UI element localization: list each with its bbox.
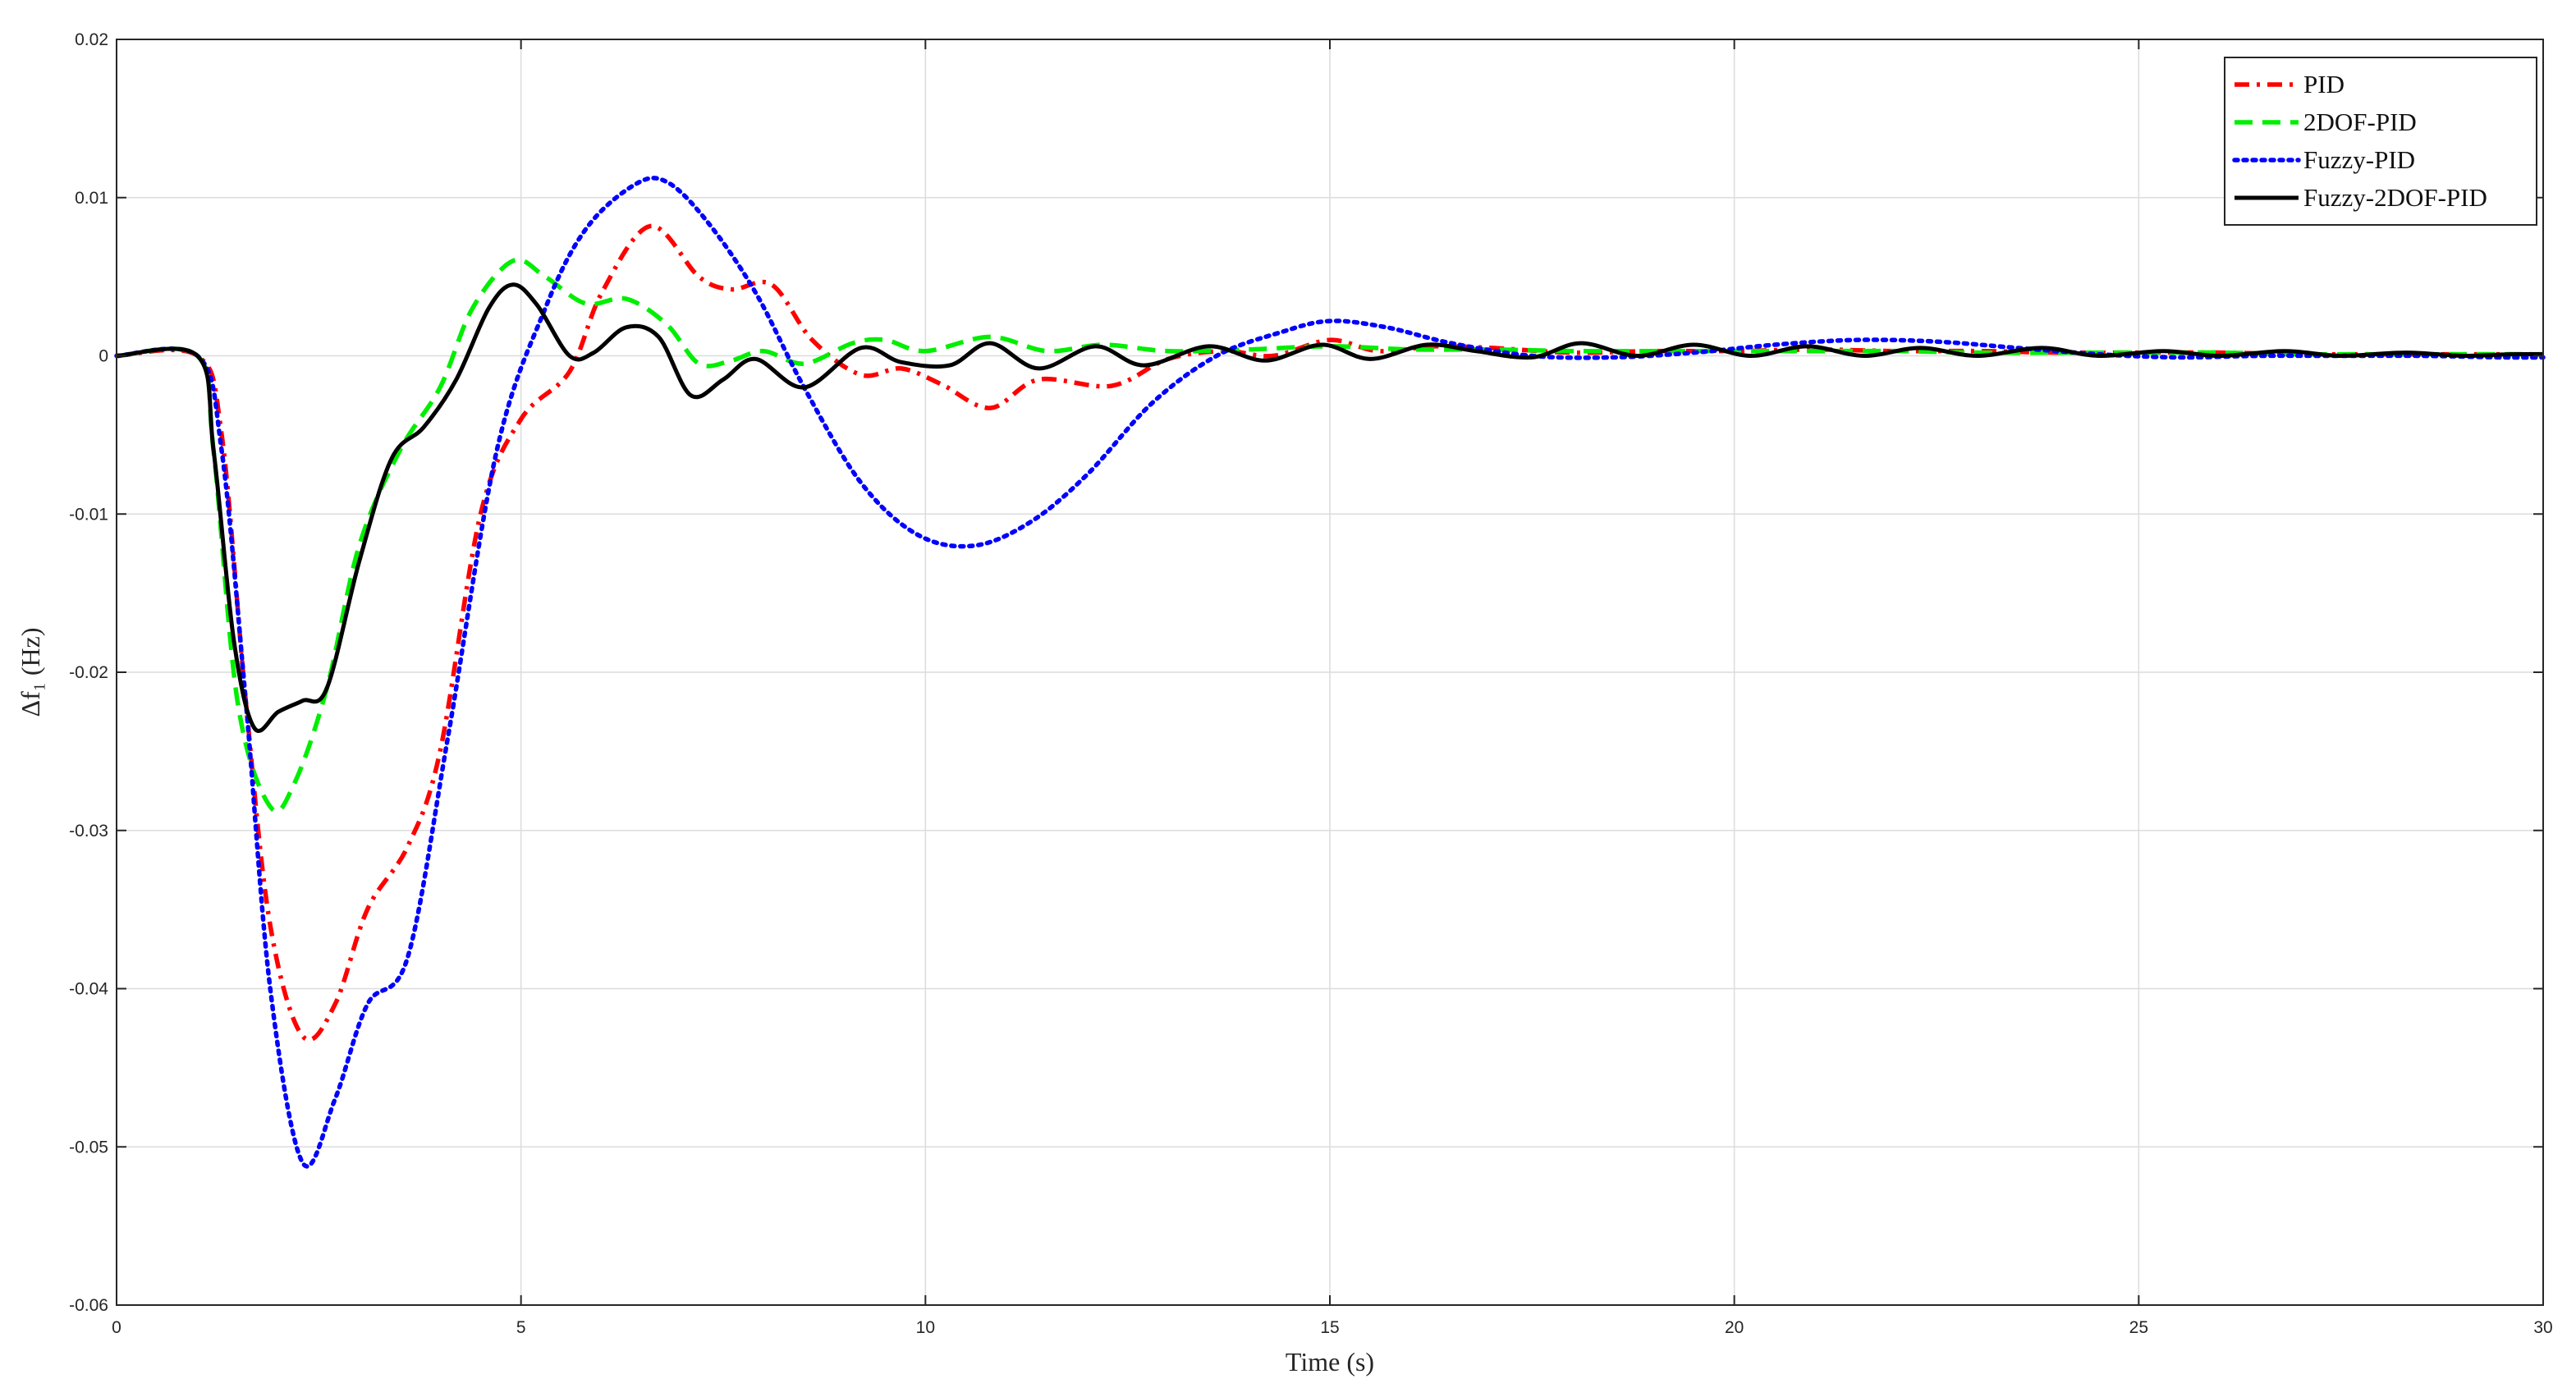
series-layer <box>114 176 2546 1169</box>
x-tick-label: 5 <box>516 1318 526 1337</box>
y-tick-label: -0.01 <box>69 505 108 524</box>
legend: PID 2DOF-PID Fuzzy-PID Fuzzy-2DOF-PID <box>2224 57 2537 226</box>
legend-label: Fuzzy-2DOF-PID <box>2303 183 2487 212</box>
y-tick-label: -0.02 <box>69 663 108 682</box>
x-axis-label: Time (s) <box>1286 1347 1374 1376</box>
x-tick-label: 15 <box>1320 1318 1339 1337</box>
legend-label: Fuzzy-PID <box>2303 145 2415 174</box>
y-tick-label: 0.01 <box>75 189 108 208</box>
x-tick-label: 20 <box>1725 1318 1744 1337</box>
y-tick-label: -0.06 <box>69 1296 108 1315</box>
y-tick-label: 0 <box>99 347 108 366</box>
series-line-fuzzy-2dof-pid <box>116 282 2544 733</box>
x-tick-label: 10 <box>916 1318 935 1337</box>
legend-label: PID <box>2303 70 2345 98</box>
y-tick-label: -0.03 <box>69 822 108 840</box>
series-line-pid <box>116 223 2543 1042</box>
x-tick-label: 30 <box>2533 1318 2552 1337</box>
legend-label: 2DOF-PID <box>2303 108 2417 136</box>
y-tick-label: -0.05 <box>69 1138 108 1157</box>
x-tick-label: 25 <box>2129 1318 2148 1337</box>
axis-ticks: 0 5 10 15 20 25 30 -0.06 -0.05 -0.04 -0.03 -0.02 -0.… <box>69 30 2553 1337</box>
y-axis-label: Δf₁ (Hz) <box>16 627 45 717</box>
x-tick-label: 0 <box>112 1318 121 1337</box>
y-tick-label: 0.02 <box>75 30 108 49</box>
series-line-fuzzy-pid <box>114 176 2546 1169</box>
y-tick-label: -0.04 <box>69 980 108 999</box>
